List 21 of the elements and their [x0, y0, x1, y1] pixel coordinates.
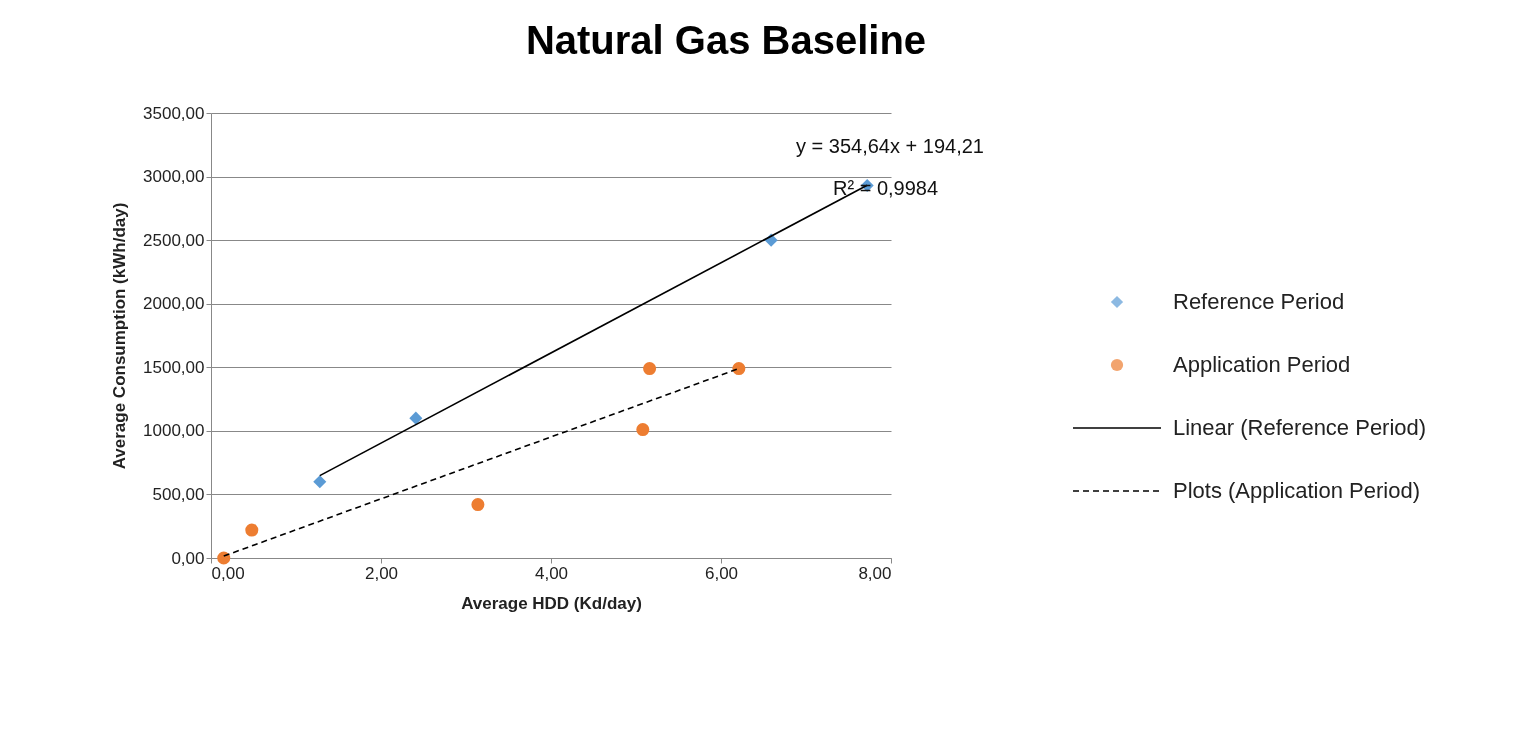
x-tick-label: 6,00 [704, 563, 739, 583]
y-tick-label: 1000,00 [143, 421, 205, 441]
annotation: y = 354,64x + 194,21 [796, 135, 984, 157]
legend-label: Plots (Application Period) [1173, 478, 1421, 503]
y-tick-label: 1500,00 [143, 357, 205, 377]
y-tick-label: 3000,00 [143, 167, 205, 187]
y-tick-label: 2000,00 [143, 294, 205, 314]
x-tick-label: 2,00 [364, 563, 399, 583]
x-tick-label: 8,00 [858, 563, 892, 583]
legend-label: Reference Period [1173, 289, 1345, 314]
y-tick-label: 3500,00 [143, 103, 205, 123]
y-tick-label: 2500,00 [143, 230, 205, 250]
x-tick-label: 4,00 [534, 563, 569, 583]
y-tick-label: 500,00 [152, 484, 205, 504]
x-tick-label: 0,00 [211, 563, 245, 583]
chart-title: Natural Gas Baseline [525, 18, 927, 62]
y-axis-title: Average Consumption (kWh/day) [110, 202, 130, 470]
y-tick-label: 0,00 [171, 548, 205, 568]
legend-label: Linear (Reference Period) [1173, 415, 1427, 440]
x-axis-title: Average HDD (Kd/day) [461, 593, 642, 613]
legend-label: Application Period [1173, 352, 1351, 377]
